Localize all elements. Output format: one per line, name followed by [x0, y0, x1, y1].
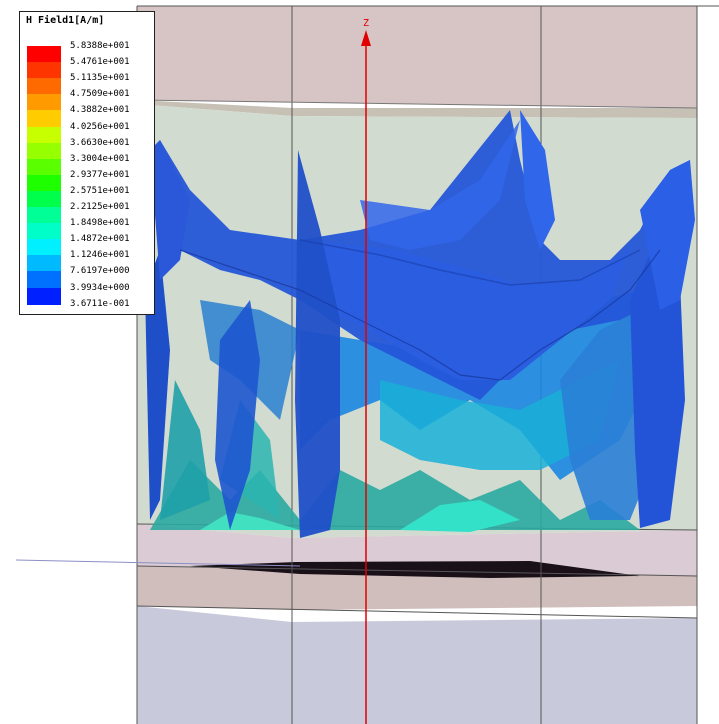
- legend-value: 3.6630e+001: [70, 137, 130, 148]
- dark-slab: [190, 561, 640, 578]
- legend-value: 1.1246e+001: [70, 250, 130, 261]
- legend-value: 2.9377e+001: [70, 169, 130, 180]
- field-surface: [295, 150, 340, 538]
- frame-line: [136, 565, 698, 577]
- field-legend: H Field1[A/m] 5.8388e+001 5.4761e+001 5.11…: [19, 11, 155, 315]
- legend-swatch: [27, 62, 61, 80]
- field-edge: [179, 249, 661, 381]
- horizontal-probe-line: [15, 559, 301, 567]
- legend-value: 5.8388e+001: [70, 41, 130, 51]
- legend-value: 3.3004e+001: [70, 153, 130, 164]
- legend-swatch: [27, 287, 61, 305]
- field-surface: [200, 512, 300, 530]
- field-surface: [380, 360, 620, 470]
- z-axis-arrowhead: [361, 30, 371, 46]
- frame-line: [136, 99, 698, 109]
- z-axis-label: Z: [363, 18, 369, 29]
- bottom-region: [137, 606, 697, 724]
- legend-swatch: [27, 255, 61, 273]
- legend-value: 5.1135e+001: [70, 73, 130, 84]
- top-cap-region: [137, 6, 697, 108]
- legend-value: 3.6711e-001: [70, 298, 130, 309]
- legend-swatch: [27, 46, 61, 63]
- legend-swatch: [27, 207, 61, 224]
- legend-value: 4.3882e+001: [70, 105, 130, 116]
- field-surface: [400, 500, 520, 532]
- legend-value: 1.8498e+001: [70, 218, 130, 229]
- legend-swatch: [27, 271, 61, 289]
- legend-swatch: [27, 223, 61, 241]
- legend-value: 4.0256e+001: [70, 121, 130, 132]
- legend-swatch: [27, 190, 61, 208]
- legend-swatch: [27, 94, 61, 112]
- legend-swatch: [27, 142, 61, 160]
- field-surface: [150, 140, 190, 280]
- legend-value: 7.6197e+000: [70, 266, 130, 277]
- field-surface: [520, 110, 555, 250]
- frame-line: [136, 605, 698, 619]
- legend-swatch: [27, 126, 61, 144]
- legend-swatch: [27, 158, 61, 176]
- legend-value: 4.7509e+001: [70, 89, 130, 100]
- top-ring: [137, 100, 697, 118]
- field-surface: [215, 300, 260, 530]
- legend-swatch: [27, 239, 61, 257]
- legend-value: 3.9934e+000: [70, 282, 130, 293]
- legend-value: 2.5751e+001: [70, 185, 130, 196]
- legend-value: 2.2125e+001: [70, 202, 130, 212]
- field-surface: [640, 160, 695, 310]
- legend-value: 5.4761e+001: [70, 57, 130, 68]
- field-surface: [145, 250, 170, 520]
- legend-title: H Field1[A/m]: [26, 15, 105, 26]
- legend-swatch: [27, 78, 61, 96]
- legend-swatch: [27, 174, 61, 192]
- field-surface: [630, 230, 685, 528]
- legend-swatch: [27, 110, 61, 128]
- field-surface: [160, 380, 210, 520]
- legend-value: 1.4872e+001: [70, 234, 130, 245]
- field-surface: [360, 120, 520, 250]
